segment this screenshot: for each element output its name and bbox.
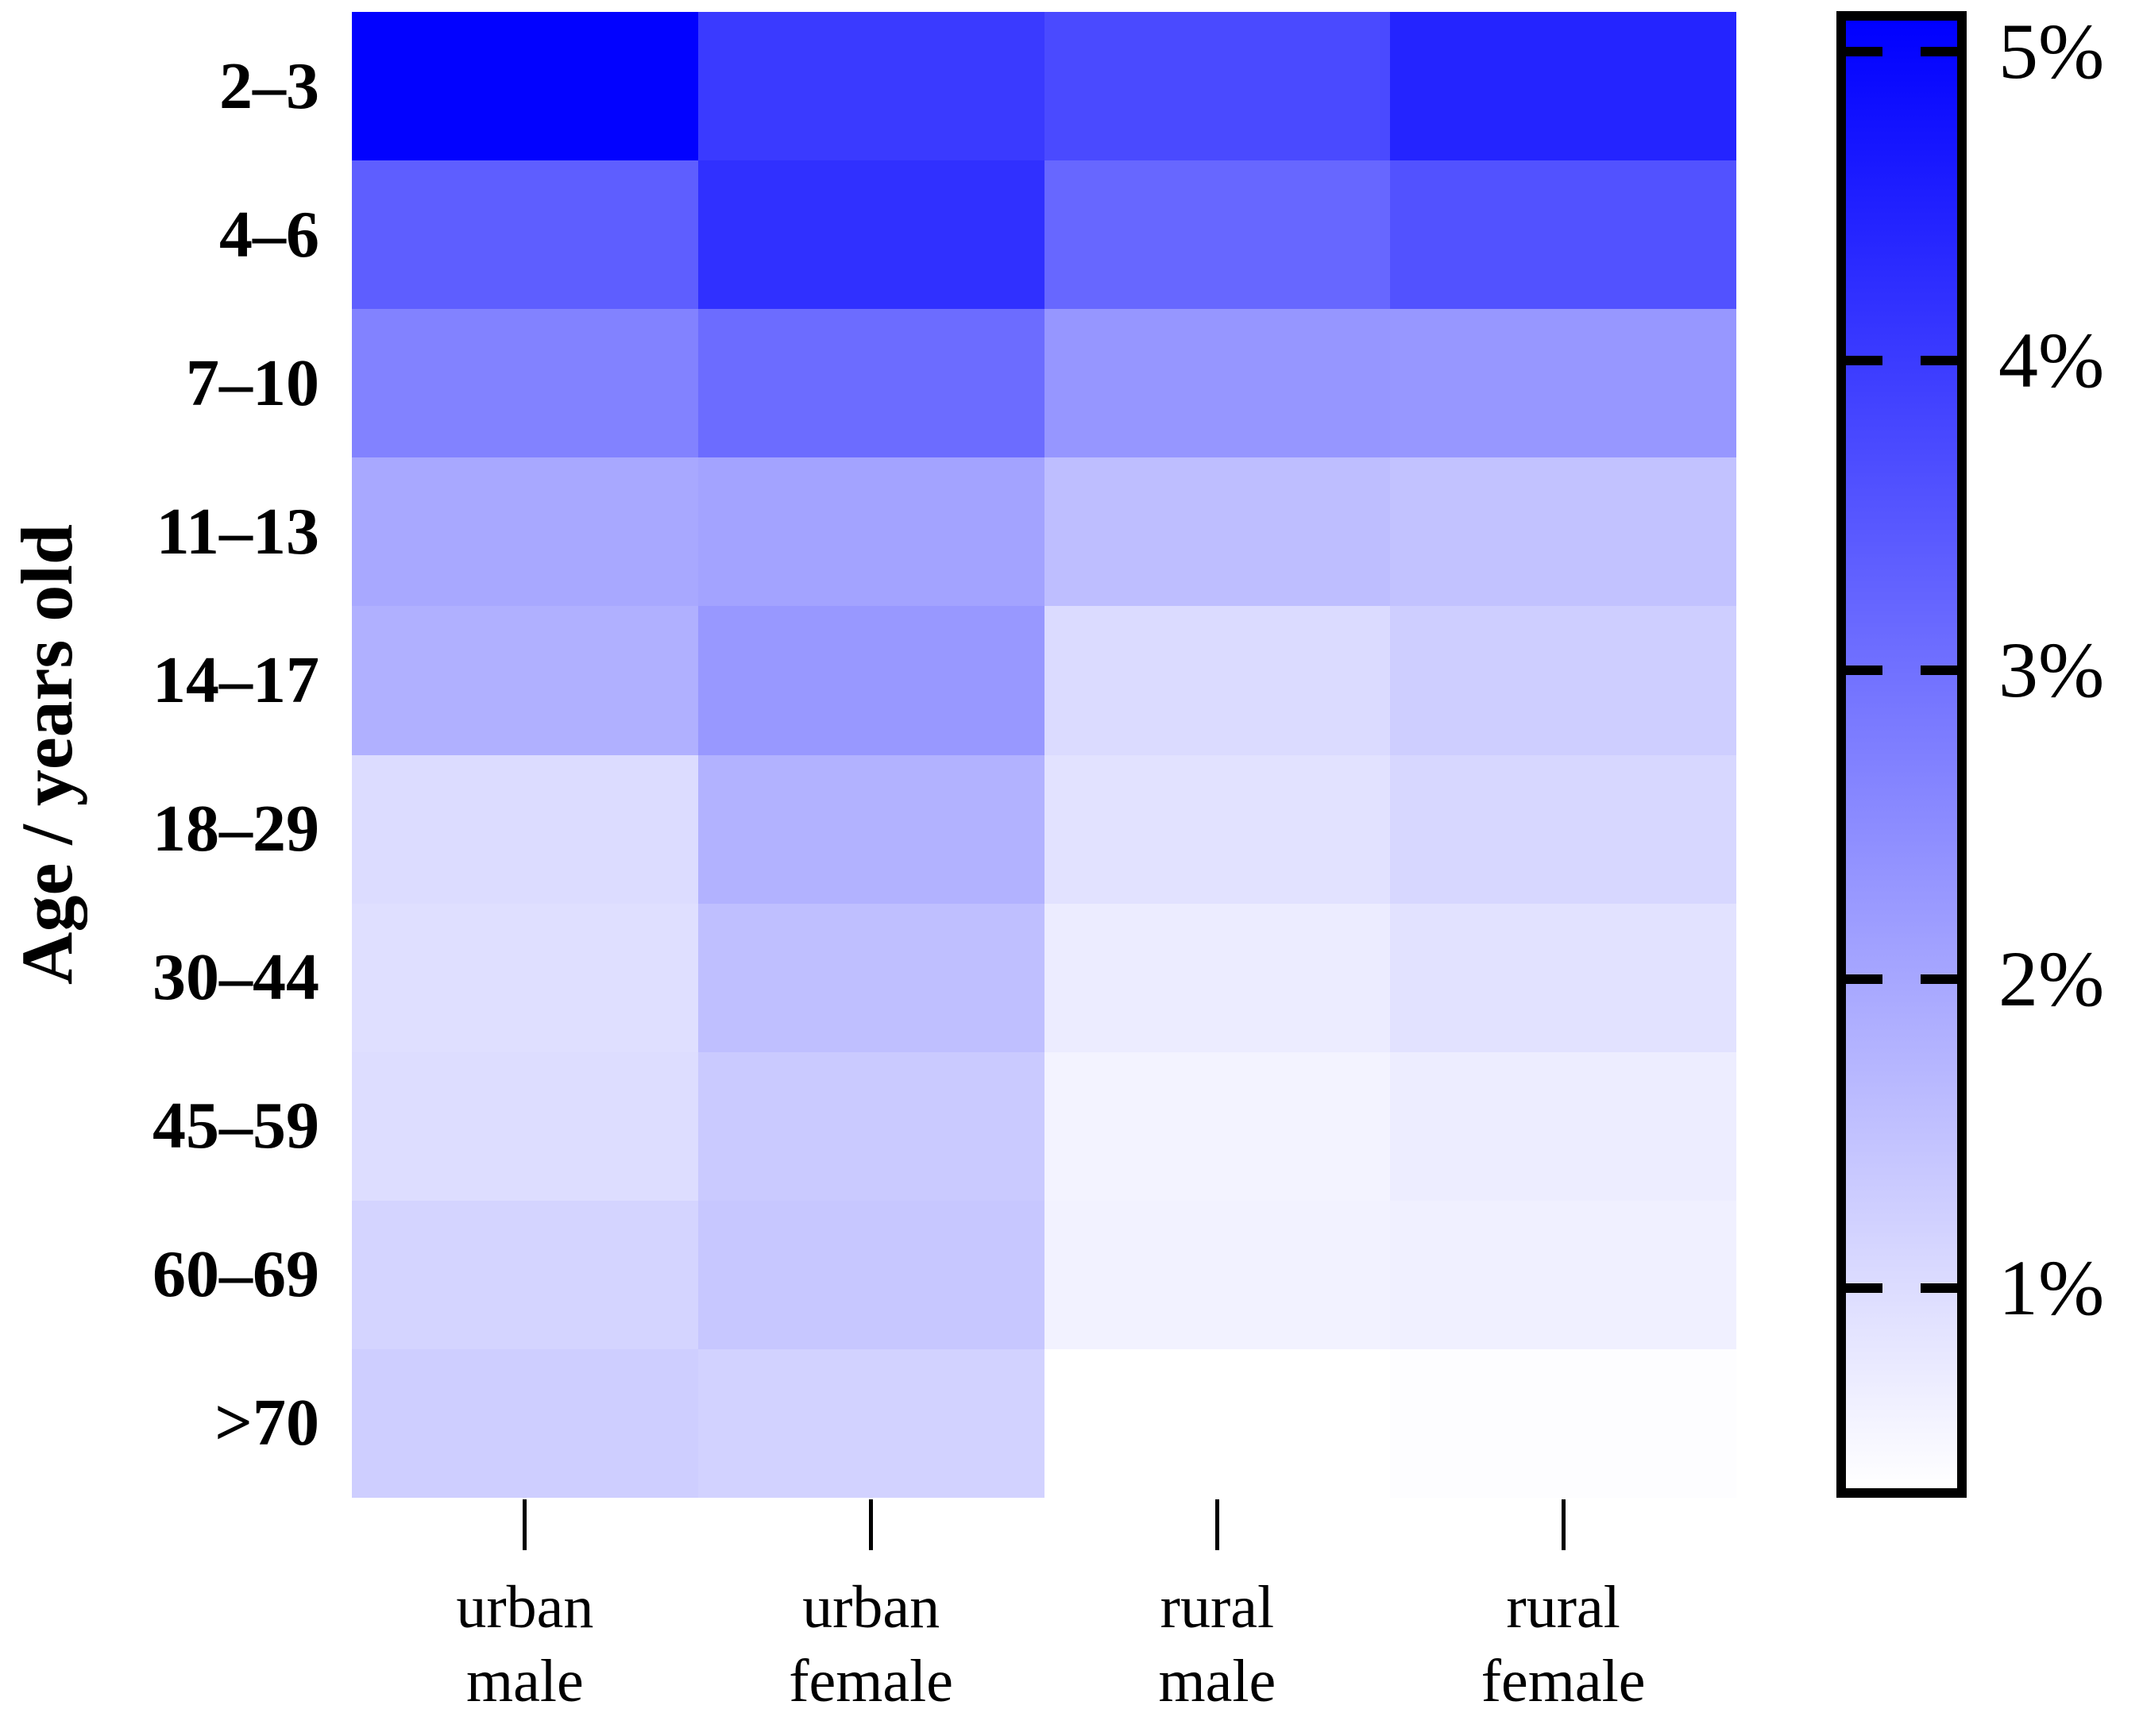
heatmap-cell: [697, 12, 1044, 161]
heatmap-cell: [1044, 12, 1391, 161]
heatmap-cell: [352, 606, 698, 755]
y-tick-label: >70: [214, 1386, 319, 1460]
heatmap-cell: [1044, 160, 1391, 310]
heatmap-cell: [1390, 754, 1736, 904]
colorbar-tick: [1921, 47, 1957, 56]
heatmap-cell: [1044, 606, 1391, 755]
y-tick-label: 30–44: [153, 940, 319, 1015]
colorbar-tick: [1921, 1283, 1957, 1293]
heatmap-cell: [1044, 309, 1391, 458]
heatmap-cell: [352, 903, 698, 1052]
heatmap-cell: [1044, 1348, 1391, 1498]
heatmap-cell: [1390, 12, 1736, 161]
colorbar-tick: [1846, 356, 1882, 366]
heatmap-cell: [1390, 1051, 1736, 1201]
heatmap-cell: [1044, 903, 1391, 1052]
heatmap-cell: [697, 309, 1044, 458]
x-axis-tick: [1561, 1499, 1566, 1550]
colorbar-tick: [1846, 1283, 1882, 1293]
heatmap-cell: [1044, 1200, 1391, 1349]
colorbar-tick: [1921, 974, 1957, 984]
colorbar-tick: [1846, 47, 1882, 56]
heatmap-cell: [352, 754, 698, 904]
heatmap-cell: [352, 309, 698, 458]
x-tick-label-line: female: [1481, 1647, 1646, 1715]
colorbar-tick: [1921, 356, 1957, 366]
y-tick-label: 18–29: [153, 792, 319, 866]
colorbar-tick-label: 4%: [1998, 316, 2105, 405]
x-tick-label-line: urban: [456, 1574, 594, 1641]
x-tick-label-line: rural: [1160, 1574, 1275, 1641]
heatmap-cell: [1390, 903, 1736, 1052]
heatmap-cell: [1390, 457, 1736, 607]
colorbar-tick-label: 1%: [1998, 1244, 2105, 1332]
heatmap-cell: [697, 1051, 1044, 1201]
colorbar-tick: [1846, 974, 1882, 984]
x-axis-tick: [869, 1499, 874, 1550]
heatmap-cell: [697, 1348, 1044, 1498]
colorbar: [1836, 11, 1967, 1498]
heatmap-grid: [352, 12, 1736, 1498]
heatmap-cell: [352, 160, 698, 310]
heatmap-cell: [1390, 309, 1736, 458]
heatmap-cell: [697, 1200, 1044, 1349]
colorbar-tick: [1921, 665, 1957, 675]
heatmap-cell: [697, 754, 1044, 904]
x-tick-label-line: urban: [802, 1574, 940, 1641]
heatmap-cell: [697, 160, 1044, 310]
heatmap-cell: [352, 12, 698, 161]
x-tick-label-line: male: [466, 1647, 584, 1715]
heatmap-cell: [352, 1051, 698, 1201]
x-tick-label: rural male: [979, 1571, 1455, 1718]
heatmap-cell: [352, 1348, 698, 1498]
y-tick-label: 7–10: [186, 345, 319, 420]
x-axis-tick: [523, 1499, 527, 1550]
heatmap-cell: [352, 1200, 698, 1349]
heatmap-cell: [1044, 1051, 1391, 1201]
y-tick-label: 11–13: [156, 494, 319, 569]
colorbar-tick-label: 5%: [1998, 7, 2105, 95]
colorbar-tick-label: 3%: [1998, 625, 2105, 714]
heatmap-cell: [1390, 1348, 1736, 1498]
y-tick-label: 45–59: [153, 1089, 319, 1163]
x-tick-label-line: rural: [1506, 1574, 1620, 1641]
heatmap-cell: [697, 457, 1044, 607]
y-axis-title: Age / years old: [6, 523, 87, 986]
heatmap-cell: [352, 457, 698, 607]
y-tick-label: 60–69: [153, 1237, 319, 1312]
y-tick-label: 2–3: [219, 48, 319, 123]
heatmap-cell: [1390, 160, 1736, 310]
x-tick-label: urban male: [287, 1571, 763, 1718]
colorbar-tick: [1846, 665, 1882, 675]
x-tick-label: rural female: [1325, 1571, 1801, 1718]
heatmap-cell: [697, 606, 1044, 755]
heatmap-cell: [1044, 754, 1391, 904]
y-tick-label: 14–17: [153, 642, 319, 717]
x-tick-label-line: male: [1158, 1647, 1276, 1715]
x-tick-label: urban female: [633, 1571, 1110, 1718]
heatmap-cell: [1044, 457, 1391, 607]
x-axis-tick: [1214, 1499, 1219, 1550]
x-tick-label-line: female: [789, 1647, 953, 1715]
y-tick-label: 4–6: [219, 197, 319, 272]
colorbar-tick-label: 2%: [1998, 934, 2105, 1023]
heatmap-cell: [1390, 1200, 1736, 1349]
heatmap-cell: [1390, 606, 1736, 755]
heatmap-cell: [697, 903, 1044, 1052]
